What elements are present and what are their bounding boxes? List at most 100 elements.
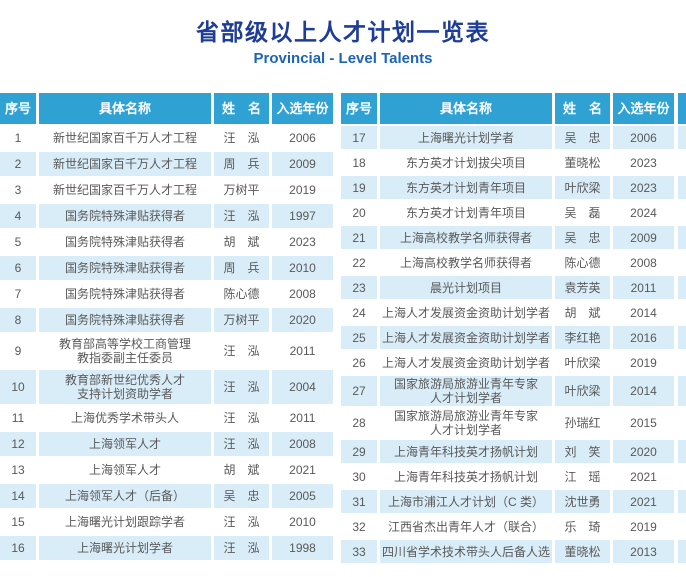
- person-name-cell: 孙瑞红: [555, 408, 610, 438]
- row-number-cell: 8: [0, 308, 36, 332]
- col-header-no: 序号: [0, 93, 36, 124]
- program-name-cell: 教育部新世纪优秀人才 支持计划资助学者: [39, 370, 211, 404]
- table-row: 33 四川省学术技术带头人后备人选 董晓松 2013: [341, 540, 674, 563]
- year-cell: 2009: [613, 226, 674, 249]
- table-header-row: 序号 具体名称姓 名入选年份: [341, 93, 674, 124]
- year-cell: 2008: [613, 251, 674, 274]
- table-row: 31 上海市浦江人才计划（C 类） 沈世勇 2021: [341, 490, 674, 513]
- third-table-row-sliver: [678, 226, 686, 249]
- row-number-cell: 30: [341, 465, 377, 488]
- year-cell: 2021: [613, 490, 674, 513]
- year-cell: 2015: [613, 408, 674, 438]
- table-row: 7 国务院特殊津贴获得者 陈心德 2008: [0, 282, 333, 306]
- person-name-cell: 汪 泓: [214, 334, 269, 368]
- person-name-cell: 陈心德: [555, 251, 610, 274]
- year-cell: 2011: [272, 406, 333, 430]
- program-name-cell: 上海曙光计划跟踪学者: [39, 510, 211, 534]
- person-name-cell: 周 兵: [214, 256, 269, 280]
- row-number-cell: 5: [0, 230, 36, 254]
- person-name-cell: 叶欣梁: [555, 351, 610, 374]
- col-header-program: 具体名称: [39, 93, 211, 124]
- row-number-cell: 25: [341, 326, 377, 349]
- person-name-cell: 胡 斌: [214, 458, 269, 482]
- table-row: 15 上海曙光计划跟踪学者汪 泓 2010: [0, 510, 333, 534]
- person-name-cell: 吴 忠: [214, 484, 269, 508]
- row-number-cell: 32: [341, 515, 377, 538]
- person-name-cell: 刘 笑: [555, 440, 610, 463]
- program-name-cell: 新世纪国家百千万人才工程: [39, 178, 211, 202]
- person-name-cell: 汪 泓: [214, 510, 269, 534]
- col-header-year: 入选年份: [272, 93, 333, 124]
- table-row: 24 上海人才发展资金资助计划学者胡 斌 2014: [341, 301, 674, 324]
- person-name-cell: 江 瑶: [555, 465, 610, 488]
- third-table-row-sliver: [678, 276, 686, 299]
- year-cell: 2005: [272, 484, 333, 508]
- row-number-cell: 10: [0, 370, 36, 404]
- table-row: 20 东方英才计划青年项目吴 磊 2024: [341, 201, 674, 224]
- row-number-cell: 27: [341, 376, 377, 406]
- third-table-row-sliver: [678, 126, 686, 149]
- year-cell: 2011: [272, 334, 333, 368]
- program-name-cell: 国务院特殊津贴获得者: [39, 308, 211, 332]
- third-table-row-sliver: [678, 326, 686, 349]
- program-name-cell: 新世纪国家百千万人才工程: [39, 152, 211, 176]
- col-header-name: 姓 名: [555, 93, 610, 124]
- table-row: 1 新世纪国家百千万人才工程汪 泓 2006: [0, 126, 333, 150]
- table-row: 9 教育部高等学校工商管理 教指委副主任委员汪 泓 2011: [0, 334, 333, 368]
- program-name-cell: 上海优秀学术带头人: [39, 406, 211, 430]
- program-name-cell: 上海青年科技英才扬帆计划: [380, 465, 552, 488]
- program-name-cell: 上海人才发展资金资助计划学者: [380, 351, 552, 374]
- person-name-cell: 胡 斌: [214, 230, 269, 254]
- row-number-cell: 15: [0, 510, 36, 534]
- table-row: 22 上海高校教学名师获得者 陈心德 2008: [341, 251, 674, 274]
- program-name-cell: 东方英才计划青年项目: [380, 176, 552, 199]
- person-name-cell: 胡 斌: [555, 301, 610, 324]
- table-row: 27 国家旅游局旅游业青年专家 人才计划学者 叶欣梁 2014: [341, 376, 674, 406]
- talent-table-right: 序号 具体名称姓 名入选年份 17 上海曙光计划学者吴 忠 2006 18 东方英才计划拔尖…: [341, 93, 674, 563]
- third-table-sliver: [678, 93, 686, 563]
- col-header-no: 序号: [341, 93, 377, 124]
- year-cell: 2020: [613, 440, 674, 463]
- page-subtitle: Provincial - Level Talents: [253, 50, 433, 67]
- table-row: 25 上海人才发展资金资助计划学者 李红艳 2016: [341, 326, 674, 349]
- talent-table-left: 序号 具体名称姓 名入选年份 1 新世纪国家百千万人才工程汪 泓 2006 2 新世纪国家百…: [0, 93, 333, 563]
- row-number-cell: 11: [0, 406, 36, 430]
- person-name-cell: 李红艳: [555, 326, 610, 349]
- table-row: 4 国务院特殊津贴获得者汪 泓 1997: [0, 204, 333, 228]
- table-row: 32 江西省杰出青年人才（联合）乐 琦 2019: [341, 515, 674, 538]
- row-number-cell: 18: [341, 151, 377, 174]
- person-name-cell: 叶欣梁: [555, 176, 610, 199]
- third-table-row-sliver: [678, 176, 686, 199]
- program-name-cell: 新世纪国家百千万人才工程: [39, 126, 211, 150]
- program-name-cell: 国务院特殊津贴获得者: [39, 204, 211, 228]
- year-cell: 2013: [613, 540, 674, 563]
- row-number-cell: 7: [0, 282, 36, 306]
- third-table-row-sliver: [678, 440, 686, 463]
- col-header-year: 入选年份: [613, 93, 674, 124]
- program-name-cell: 晨光计划项目: [380, 276, 552, 299]
- row-number-cell: 2: [0, 152, 36, 176]
- row-number-cell: 12: [0, 432, 36, 456]
- row-number-cell: 1: [0, 126, 36, 150]
- year-cell: 2019: [613, 351, 674, 374]
- page-title: 省部级以上人才计划一览表: [196, 19, 490, 45]
- row-number-cell: 16: [0, 536, 36, 560]
- row-number-cell: 3: [0, 178, 36, 202]
- program-name-cell: 上海市浦江人才计划（C 类）: [380, 490, 552, 513]
- talents-overview-page: 省部级以上人才计划一览表 Provincial - Level Talents …: [0, 13, 686, 563]
- year-cell: 2008: [272, 432, 333, 456]
- program-name-cell: 教育部高等学校工商管理 教指委副主任委员: [39, 334, 211, 368]
- row-number-cell: 19: [341, 176, 377, 199]
- third-table-row-sliver: [678, 301, 686, 324]
- person-name-cell: 汪 泓: [214, 370, 269, 404]
- person-name-cell: 汪 泓: [214, 204, 269, 228]
- third-table-row-sliver: [678, 151, 686, 174]
- third-table-row-sliver: [678, 465, 686, 488]
- row-number-cell: 33: [341, 540, 377, 563]
- table-row: 12 上海领军人才汪 泓 2008: [0, 432, 333, 456]
- third-table-row-sliver: [678, 515, 686, 538]
- year-cell: 2004: [272, 370, 333, 404]
- tables-area: 序号 具体名称姓 名入选年份 1 新世纪国家百千万人才工程汪 泓 2006 2 新世纪国家百…: [0, 93, 686, 563]
- person-name-cell: 沈世勇: [555, 490, 610, 513]
- third-table-row-sliver: [678, 251, 686, 274]
